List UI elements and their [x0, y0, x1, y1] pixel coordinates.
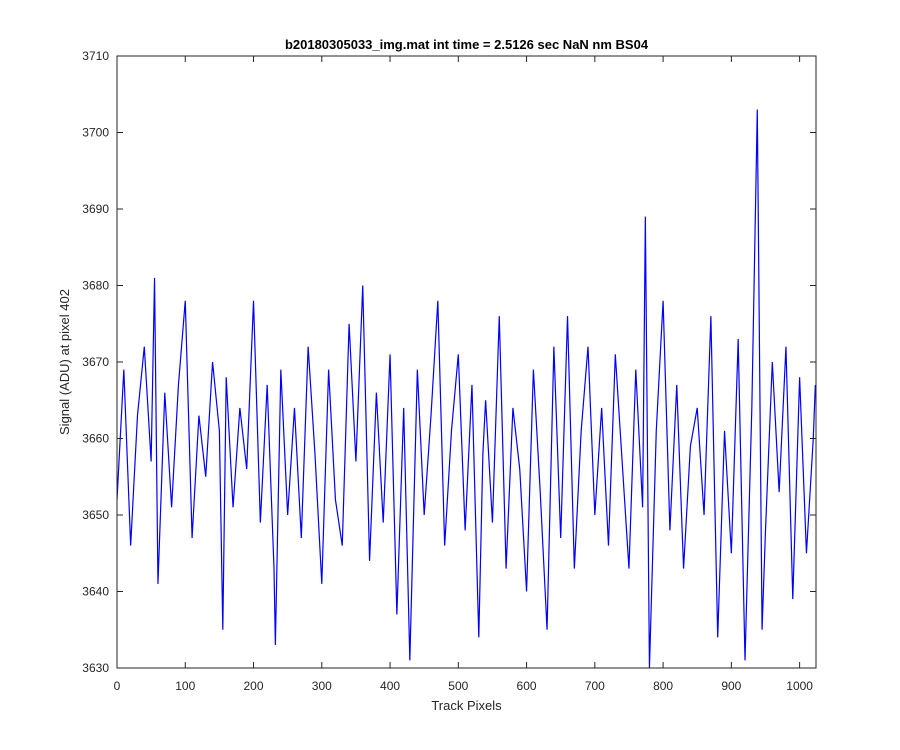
- y-tick-label: 3670: [82, 355, 109, 369]
- x-tick-label: 600: [517, 679, 537, 693]
- x-tick-label: 300: [312, 679, 332, 693]
- x-tick-label: 400: [380, 679, 400, 693]
- y-tick-label: 3680: [82, 279, 109, 293]
- x-tick-label: 800: [653, 679, 673, 693]
- y-axis-label: Signal (ADU) at pixel 402: [57, 289, 72, 435]
- x-tick-label: 700: [585, 679, 605, 693]
- chart-title: b20180305033_img.mat int time = 2.5126 s…: [285, 37, 649, 52]
- y-tick-label: 3640: [82, 585, 109, 599]
- y-axis-ticks: 3630 3640 3650 3660 3670 3680 3690 3700 3710: [82, 49, 816, 675]
- x-tick-label: 100: [175, 679, 195, 693]
- x-axis-label: Track Pixels: [431, 698, 502, 713]
- y-tick-label: 3660: [82, 432, 109, 446]
- x-tick-label: 500: [448, 679, 468, 693]
- x-tick-label: 900: [721, 679, 741, 693]
- plot-background: [117, 56, 816, 668]
- y-tick-label: 3710: [82, 49, 109, 63]
- x-axis-ticks: 0 100 200 300 400 500 600 700 800 900 1000: [114, 56, 813, 693]
- y-tick-label: 3700: [82, 126, 109, 140]
- signal-series-line: [116, 109, 816, 669]
- x-tick-label: 200: [244, 679, 264, 693]
- y-tick-label: 3650: [82, 508, 109, 522]
- y-tick-label: 3690: [82, 202, 109, 216]
- series-layer: [116, 109, 816, 669]
- y-tick-label: 3630: [82, 661, 109, 675]
- x-tick-label: 1000: [786, 679, 813, 693]
- x-tick-label: 0: [114, 679, 121, 693]
